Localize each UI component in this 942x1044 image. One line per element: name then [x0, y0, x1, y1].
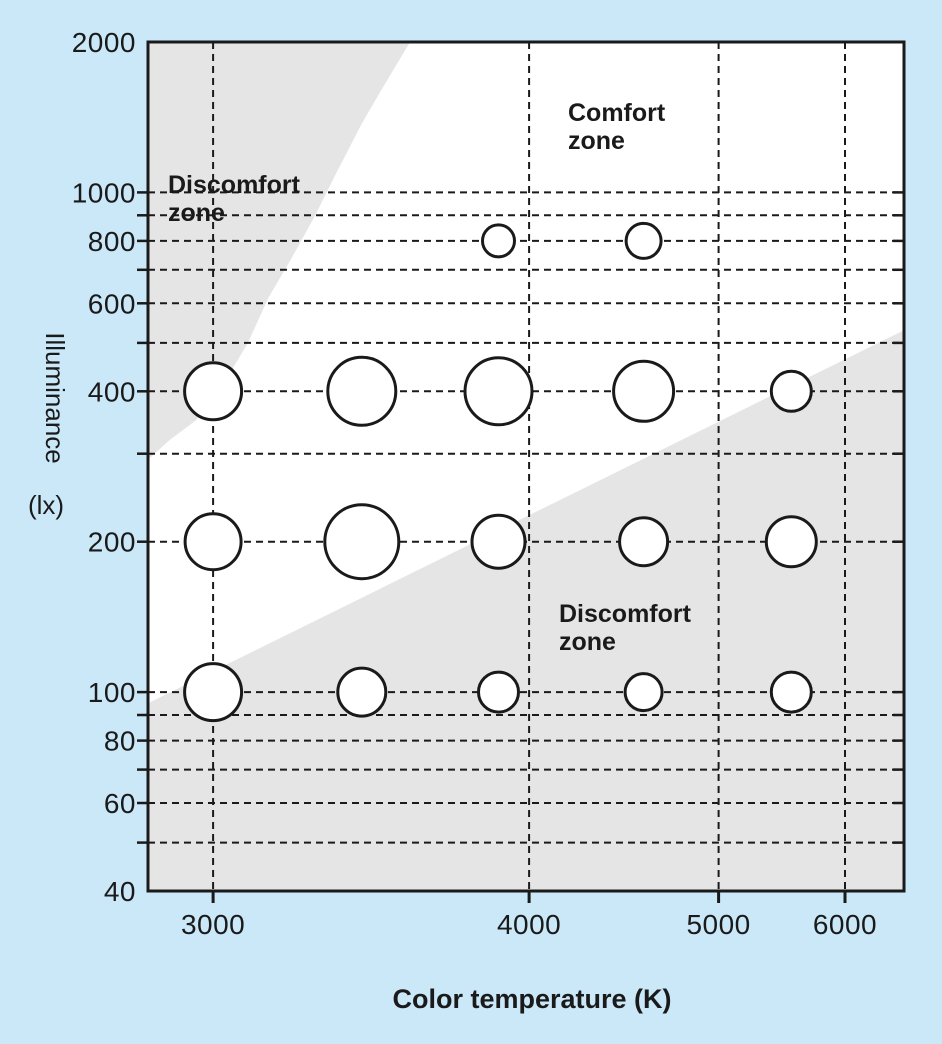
bubble-4550K-200lx: [618, 516, 670, 568]
y-tick-label-100: 100: [88, 677, 136, 708]
bubble-3875K-400lx: [463, 356, 534, 427]
y-axis-unit: (lx): [28, 490, 64, 520]
bubble-3000K-100lx: [183, 662, 244, 723]
y-tick-label-200: 200: [88, 527, 136, 558]
bubble-3400K-200lx: [323, 503, 401, 581]
bubble-3875K-800lx: [481, 223, 516, 259]
discomfort-upper-zone-label-line1: Discomfort: [168, 171, 301, 199]
bubble-5530K-100lx: [769, 670, 813, 714]
bubble-4550K-800lx: [624, 221, 663, 260]
discomfort-upper-zone-label-line2: zone: [168, 199, 225, 227]
discomfort-lower-zone-label-line1: Discomfort: [559, 600, 692, 628]
bubble-3400K-100lx: [336, 666, 388, 718]
bubble-4550K-100lx: [623, 672, 664, 713]
x-tick-label-4000: 4000: [497, 909, 561, 940]
bubble-3400K-400lx: [326, 355, 398, 427]
bubble-3000K-200lx: [183, 512, 243, 572]
bubble-3000K-400lx: [183, 361, 244, 422]
x-tick-label-3000: 3000: [181, 909, 245, 940]
bubbles: [183, 221, 818, 723]
y-tick-label-60: 60: [104, 788, 136, 819]
plot-frame: [146, 40, 906, 893]
bubble-5530K-400lx: [769, 369, 813, 413]
axis-tick-labels: 2000 1000 800 600 400 200 100 80 60 40 3000 4000 500…: [72, 27, 877, 940]
x-tick-label-5000: 5000: [686, 909, 750, 940]
discomfort-lower-zone-label-line2: zone: [559, 628, 616, 656]
y-tick-label-800: 800: [88, 226, 136, 257]
y-tick-label-2000: 2000: [72, 27, 136, 58]
y-axis-title: Illuminance: [40, 332, 70, 464]
bubble-4550K-400lx: [612, 359, 676, 423]
y-tick-label-40: 40: [104, 876, 136, 907]
bubble-3875K-100lx: [477, 670, 520, 714]
y-tick-label-600: 600: [88, 288, 136, 319]
axis-ticks: [137, 191, 904, 903]
y-tick-label-1000: 1000: [72, 177, 136, 208]
comfort-zone-label-line2: zone: [568, 127, 625, 155]
y-tick-label-80: 80: [104, 726, 136, 757]
comfort-zone-label-line1: Comfort: [568, 99, 666, 127]
discomfort-zone-lower-right: [148, 330, 904, 891]
x-tick-label-6000: 6000: [813, 909, 877, 940]
x-axis-title: Color temperature (K): [392, 984, 671, 1014]
bubble-3875K-200lx: [470, 513, 527, 570]
y-tick-label-400: 400: [88, 376, 136, 407]
bubble-5530K-200lx: [764, 515, 818, 569]
